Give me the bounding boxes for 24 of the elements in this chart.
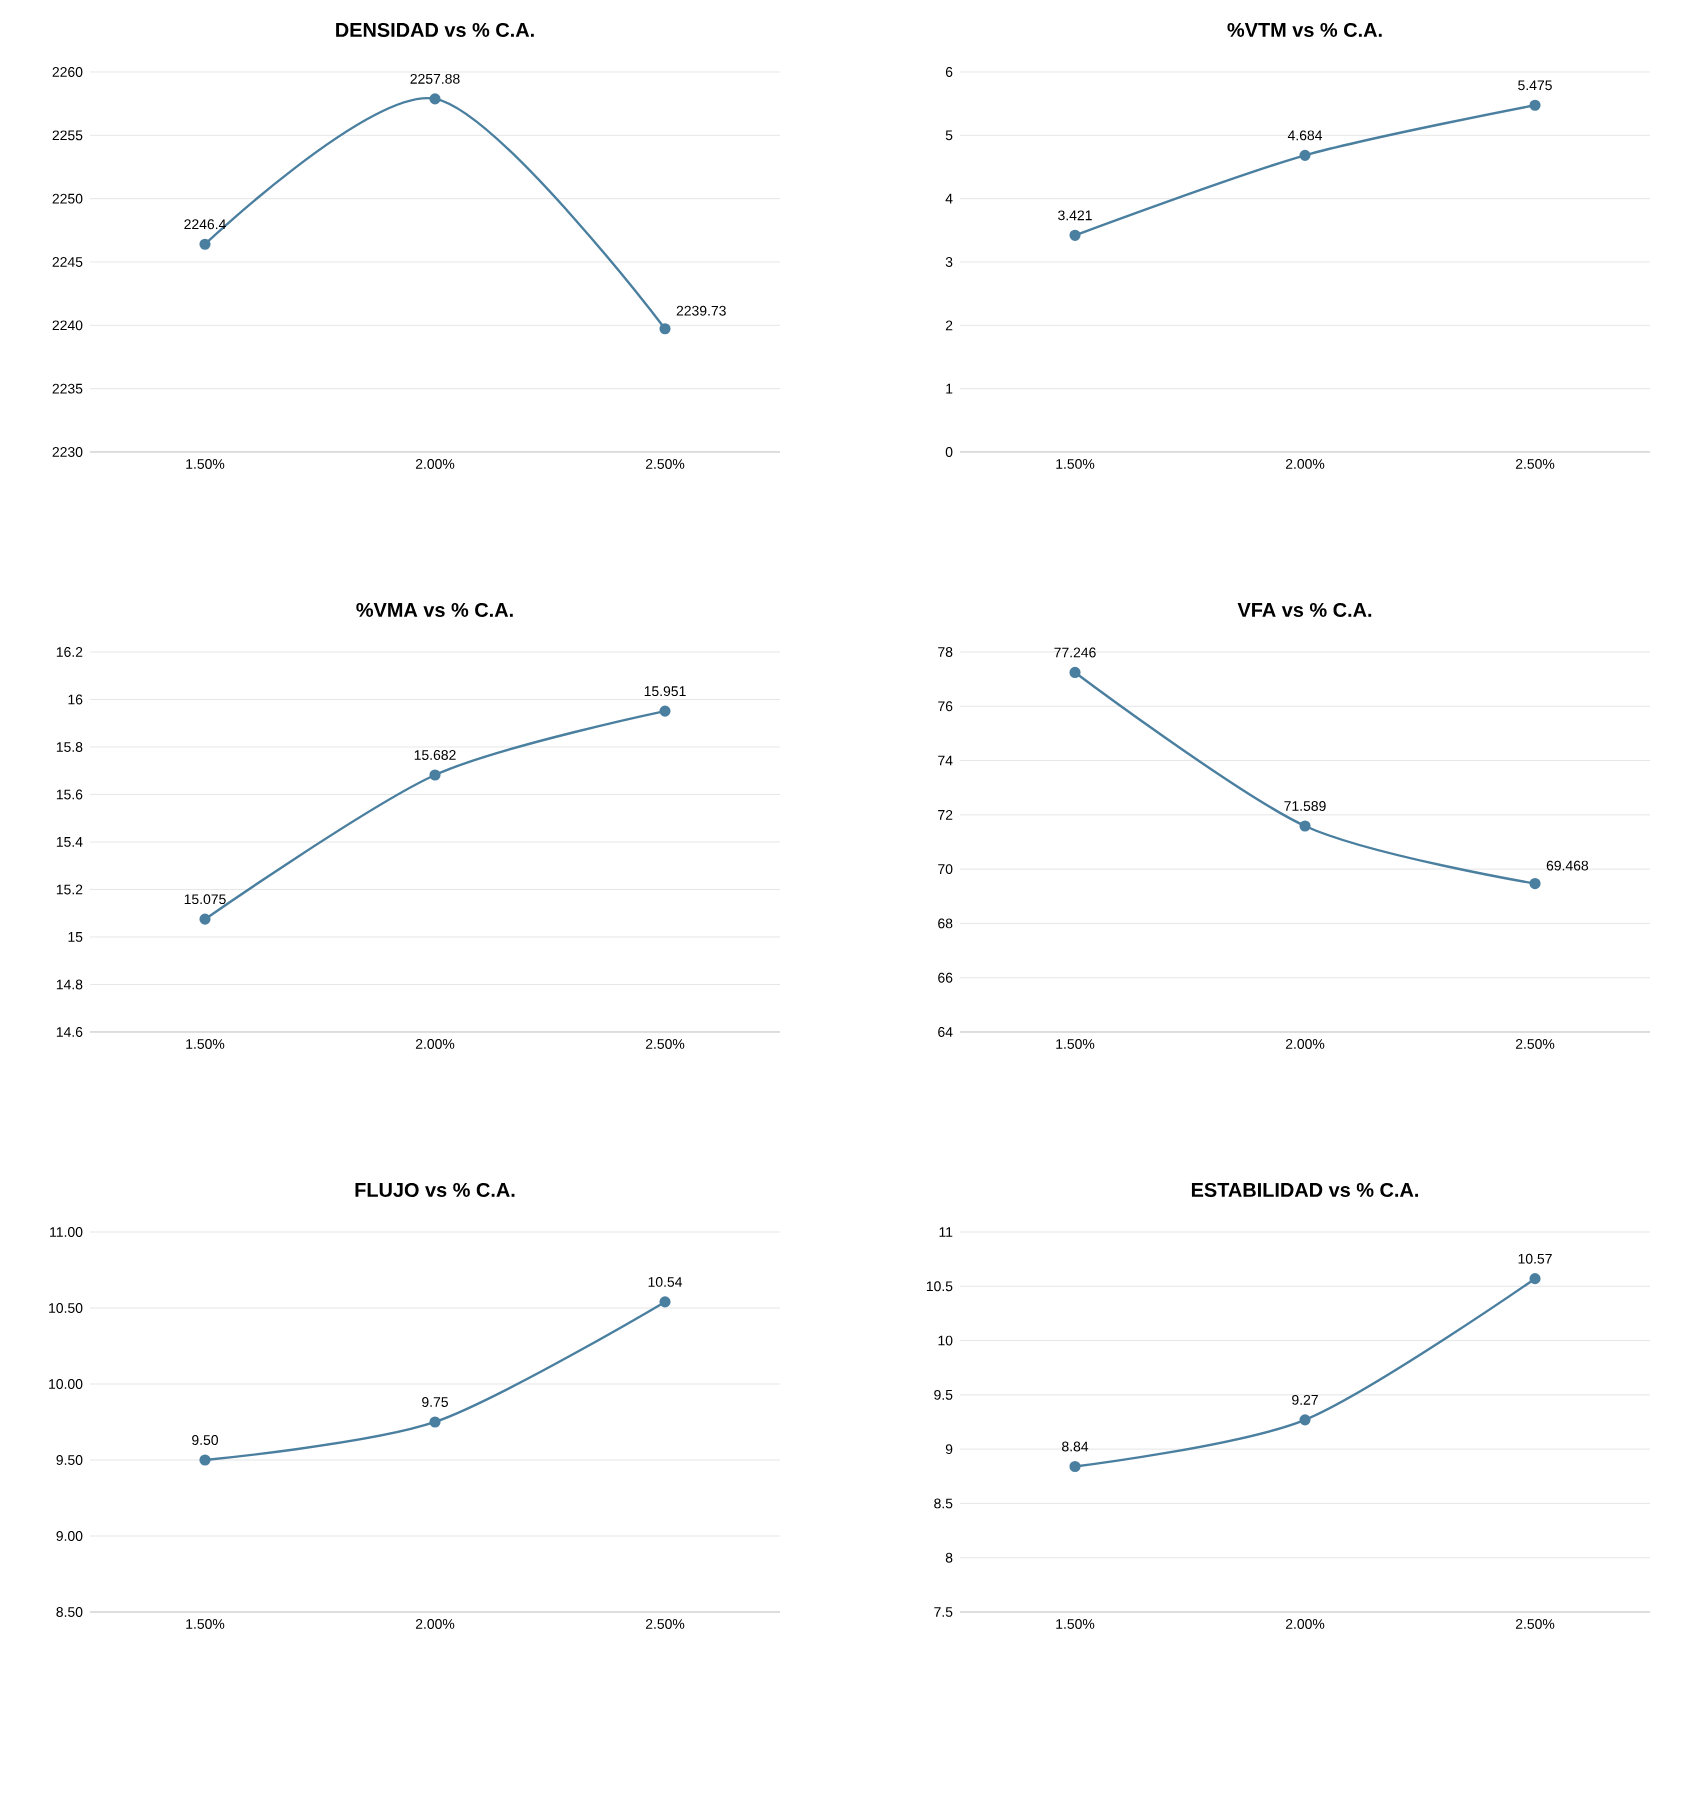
point [429, 769, 441, 781]
point [1299, 1414, 1311, 1426]
point [199, 913, 211, 925]
chart-title: VFA vs % C.A. [1237, 602, 1372, 617]
point [1529, 877, 1541, 890]
point [1069, 1460, 1081, 1473]
point [659, 323, 671, 335]
point [1529, 1273, 1541, 1285]
point [429, 93, 441, 105]
point [1069, 666, 1081, 679]
chart-title: DENSIDAD vs % C.A. [336, 22, 534, 37]
point [199, 1454, 211, 1466]
chart-title: ESTABILIDAD vs % C.A. [1191, 1182, 1419, 1197]
chart-title: FLUJO vs % C.A. [355, 1182, 515, 1197]
chart-title: %VTM vs % C.A. [1227, 22, 1382, 37]
point [429, 1416, 441, 1428]
point [1299, 820, 1311, 832]
point [199, 238, 211, 250]
chart-title: %VMA vs % C.A. [356, 602, 513, 617]
point [659, 705, 671, 717]
point [659, 1296, 671, 1308]
point [1529, 99, 1541, 111]
point [1069, 229, 1081, 241]
point [1299, 149, 1311, 161]
